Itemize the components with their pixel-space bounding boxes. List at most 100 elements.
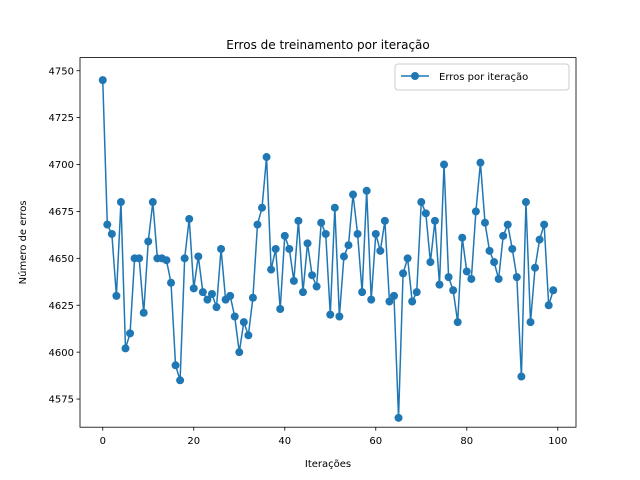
data-point bbox=[285, 244, 294, 253]
x-tick-label: 40 bbox=[278, 436, 291, 447]
data-point bbox=[271, 244, 280, 253]
data-point bbox=[421, 209, 430, 218]
data-point bbox=[389, 291, 398, 300]
data-point bbox=[212, 303, 221, 312]
data-point bbox=[549, 286, 558, 295]
y-tick-label: 4750 bbox=[49, 66, 74, 77]
data-point bbox=[321, 229, 330, 238]
data-point bbox=[207, 289, 216, 298]
data-point bbox=[280, 231, 289, 240]
data-point bbox=[121, 344, 130, 353]
data-point bbox=[330, 203, 339, 212]
series-line bbox=[102, 80, 554, 419]
data-point bbox=[412, 288, 421, 297]
data-point bbox=[399, 269, 408, 278]
data-point bbox=[258, 203, 267, 212]
data-point bbox=[144, 237, 153, 246]
axis-ticks: 0 20 40 60 80 100 4575 4600 4625 4650 4675 4700 4725… bbox=[49, 66, 568, 447]
data-point bbox=[217, 244, 226, 253]
data-point bbox=[335, 312, 344, 321]
data-point bbox=[449, 286, 458, 295]
data-point bbox=[239, 318, 248, 327]
legend: Erros por iteração bbox=[394, 63, 570, 91]
legend-marker-swatch bbox=[411, 72, 419, 80]
data-point bbox=[485, 246, 494, 255]
y-tick-label: 4675 bbox=[49, 207, 74, 218]
x-tick-label: 20 bbox=[187, 436, 200, 447]
data-point bbox=[358, 288, 367, 297]
data-point bbox=[517, 372, 526, 381]
data-point bbox=[435, 280, 444, 289]
data-point bbox=[462, 267, 471, 276]
plot-area-frame bbox=[79, 57, 577, 428]
data-point bbox=[171, 361, 180, 370]
data-point bbox=[262, 153, 271, 162]
data-point bbox=[162, 256, 171, 265]
data-point bbox=[430, 216, 439, 225]
y-tick-label: 4575 bbox=[49, 395, 74, 406]
data-point bbox=[135, 254, 144, 263]
data-point bbox=[189, 284, 198, 293]
data-point bbox=[198, 288, 207, 297]
x-tick-label: 0 bbox=[100, 436, 106, 447]
data-point bbox=[248, 293, 257, 302]
legend-box bbox=[394, 63, 570, 91]
data-point bbox=[376, 246, 385, 255]
data-point bbox=[512, 273, 521, 282]
data-point bbox=[503, 220, 512, 229]
data-point bbox=[403, 254, 412, 263]
data-point bbox=[294, 216, 303, 225]
y-tick-label: 4600 bbox=[49, 348, 74, 359]
data-point bbox=[440, 160, 449, 169]
data-point bbox=[480, 218, 489, 227]
data-point bbox=[312, 282, 321, 291]
data-point bbox=[167, 278, 176, 287]
data-point bbox=[298, 288, 307, 297]
data-point bbox=[408, 297, 417, 306]
data-point bbox=[426, 258, 435, 267]
y-tick-label: 4725 bbox=[49, 113, 74, 124]
x-tick-label: 60 bbox=[369, 436, 382, 447]
data-point bbox=[467, 274, 476, 283]
data-point bbox=[235, 348, 244, 357]
data-point bbox=[458, 233, 467, 242]
data-point bbox=[267, 265, 276, 274]
data-point bbox=[103, 220, 112, 229]
data-point bbox=[308, 271, 317, 280]
data-point bbox=[230, 312, 239, 321]
data-point bbox=[371, 229, 380, 238]
data-point bbox=[471, 207, 480, 216]
y-tick-label: 4650 bbox=[49, 254, 74, 265]
data-point bbox=[385, 297, 394, 306]
legend-label: Erros por iteração bbox=[439, 72, 528, 83]
data-point bbox=[544, 301, 553, 310]
data-point bbox=[453, 318, 462, 327]
data-point bbox=[107, 229, 116, 238]
data-point bbox=[98, 76, 107, 85]
data-point bbox=[490, 258, 499, 267]
data-point bbox=[289, 276, 298, 285]
data-point bbox=[540, 220, 549, 229]
data-point bbox=[203, 295, 212, 304]
data-point bbox=[244, 331, 253, 340]
data-point bbox=[362, 186, 371, 195]
data-point bbox=[380, 216, 389, 225]
data-point bbox=[185, 214, 194, 223]
data-point bbox=[521, 198, 530, 207]
data-point bbox=[253, 220, 262, 229]
series-layer bbox=[98, 76, 558, 422]
data-point bbox=[112, 291, 121, 300]
data-point bbox=[367, 295, 376, 304]
chart-title: Erros de treinamento por iteração bbox=[226, 38, 430, 52]
data-point bbox=[226, 291, 235, 300]
x-tick-label: 100 bbox=[548, 436, 567, 447]
x-axis-label: Iterações bbox=[305, 459, 351, 470]
data-point bbox=[349, 190, 358, 199]
y-axis-label: Número de erros bbox=[17, 200, 29, 284]
data-point bbox=[194, 252, 203, 261]
data-point bbox=[116, 198, 125, 207]
data-point bbox=[499, 231, 508, 240]
data-point bbox=[417, 198, 426, 207]
y-tick-label: 4625 bbox=[49, 301, 74, 312]
